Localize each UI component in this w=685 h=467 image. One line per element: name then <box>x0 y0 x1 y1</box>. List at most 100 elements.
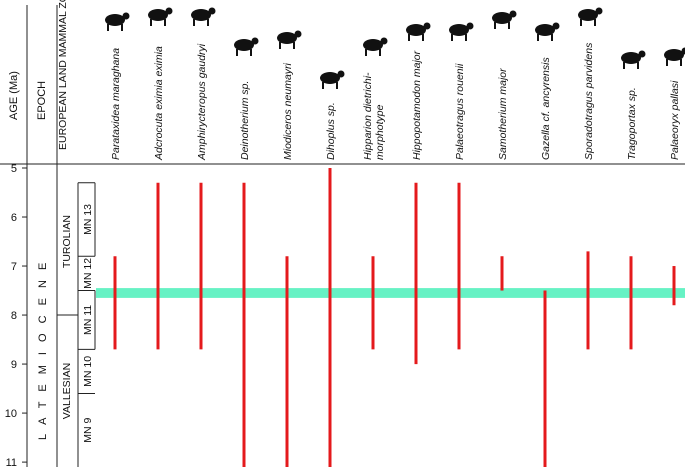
icon-head <box>251 37 259 45</box>
age-axis-header: AGE (Ma) <box>8 71 20 120</box>
giraffid-silhouette <box>449 22 474 41</box>
y-tick-label: 10 <box>5 408 17 420</box>
epoch-label: L A T E M I O C E N E <box>37 259 49 440</box>
icon-leg <box>494 22 496 29</box>
epoch-header: EPOCH <box>36 81 48 120</box>
icon-body <box>320 72 340 84</box>
icon-leg <box>551 34 553 41</box>
icon-leg <box>121 24 123 31</box>
taxon-labels: Parataxidea maraghana Adcrocuta eximia ex… <box>110 42 681 161</box>
deinothere-silhouette <box>234 37 259 56</box>
icon-body <box>449 24 469 36</box>
icon-leg <box>164 19 166 26</box>
icon-body <box>492 12 512 24</box>
icon-leg <box>508 22 510 29</box>
horse-silhouette <box>363 37 388 56</box>
icon-head <box>294 30 302 38</box>
icon-body <box>148 9 168 21</box>
icon-head <box>208 7 216 15</box>
zone-label: MN 9 <box>82 418 94 443</box>
rhinoceros-silhouette <box>320 70 345 89</box>
icon-body <box>234 39 254 51</box>
taxon-label: Palaeotragus rouenii <box>454 63 466 160</box>
y-tick-label: 11 <box>6 457 17 467</box>
gazelle-silhouette <box>535 22 560 41</box>
taxon-label: Deinotherium sp. <box>239 81 251 160</box>
icon-body <box>578 9 598 21</box>
icon-leg <box>637 62 639 69</box>
y-tick-label: 6 <box>11 212 17 224</box>
zones-header: EUROPEAN LAND MAMMAL ZONES <box>57 0 69 150</box>
rhinoceros-silhouette <box>277 30 302 49</box>
stage-label: VALLESIAN <box>61 363 73 419</box>
zone-label: MN 13 <box>82 204 94 235</box>
taxon-icons <box>105 7 685 89</box>
icon-leg <box>293 42 295 49</box>
icon-body <box>535 24 555 36</box>
icon-leg <box>465 34 467 41</box>
taxon-label: Sporadotragus parvidens <box>583 42 595 160</box>
icon-leg <box>408 34 410 41</box>
icon-head <box>165 7 173 15</box>
aardvark-silhouette <box>191 7 216 26</box>
age-axis: 5 6 7 8 9 10 11 <box>5 163 27 467</box>
taxon-label: Adcrocuta eximia eximia <box>153 46 165 161</box>
taxon-label: Miodiceros neumayri <box>282 62 294 160</box>
taxon-bars <box>113 168 676 467</box>
badger-silhouette <box>105 12 130 31</box>
y-tick-label: 9 <box>11 359 17 371</box>
icon-body <box>363 39 383 51</box>
icon-body <box>191 9 211 21</box>
icon-leg <box>422 34 424 41</box>
icon-leg <box>537 34 539 41</box>
zone-label: MN 12 <box>82 258 94 289</box>
icon-leg <box>379 49 381 56</box>
icon-head <box>337 70 345 78</box>
frame <box>0 5 685 467</box>
icon-leg <box>150 19 152 26</box>
taxon-label-line: morphotype <box>374 104 386 160</box>
icon-head <box>466 22 474 30</box>
icon-leg <box>666 59 668 66</box>
icon-body <box>621 52 641 64</box>
stage-label: TUROLIAN <box>61 215 73 268</box>
highlight-band-layer <box>96 288 685 298</box>
icon-head <box>595 7 603 15</box>
icon-leg <box>322 82 324 89</box>
icon-leg <box>236 49 238 56</box>
icon-head <box>509 10 517 18</box>
icon-leg <box>193 19 195 26</box>
icon-head <box>380 37 388 45</box>
zone-label: MN 11 <box>82 305 94 335</box>
icon-leg <box>207 19 209 26</box>
y-tick-label: 5 <box>11 163 17 175</box>
suid-silhouette <box>406 22 431 41</box>
icon-leg <box>594 19 596 26</box>
y-tick-label: 7 <box>11 261 17 273</box>
taxon-label: Samotherium major <box>497 68 509 160</box>
icon-body <box>277 32 297 44</box>
taxon-label: Gazella cf. ancyrensis <box>540 57 552 160</box>
taxon-label: Hipparion dietrichi-morphotype <box>362 72 386 160</box>
bovid-silhouette <box>578 7 603 26</box>
zone-label: MN 10 <box>82 356 94 387</box>
taxon-label: Amphirycteropus gaudryi <box>196 43 208 161</box>
icon-body <box>105 14 125 26</box>
icon-leg <box>336 82 338 89</box>
icon-leg <box>623 62 625 69</box>
taxon-label-line: Hipparion dietrichi- <box>362 72 374 160</box>
icon-body <box>664 49 684 61</box>
icon-head <box>122 12 130 20</box>
taxon-label: Dihoplus sp. <box>325 102 337 160</box>
icon-leg <box>279 42 281 49</box>
icon-head <box>638 50 646 58</box>
oryx-silhouette <box>664 47 685 66</box>
y-tick-label: 8 <box>11 310 17 322</box>
giraffid-silhouette <box>492 10 517 29</box>
icon-head <box>423 22 431 30</box>
icon-leg <box>107 24 109 31</box>
highlight-band <box>96 288 685 298</box>
taxon-label: Tragoportax sp. <box>626 87 638 160</box>
icon-leg <box>250 49 252 56</box>
bovid-silhouette <box>621 50 646 69</box>
